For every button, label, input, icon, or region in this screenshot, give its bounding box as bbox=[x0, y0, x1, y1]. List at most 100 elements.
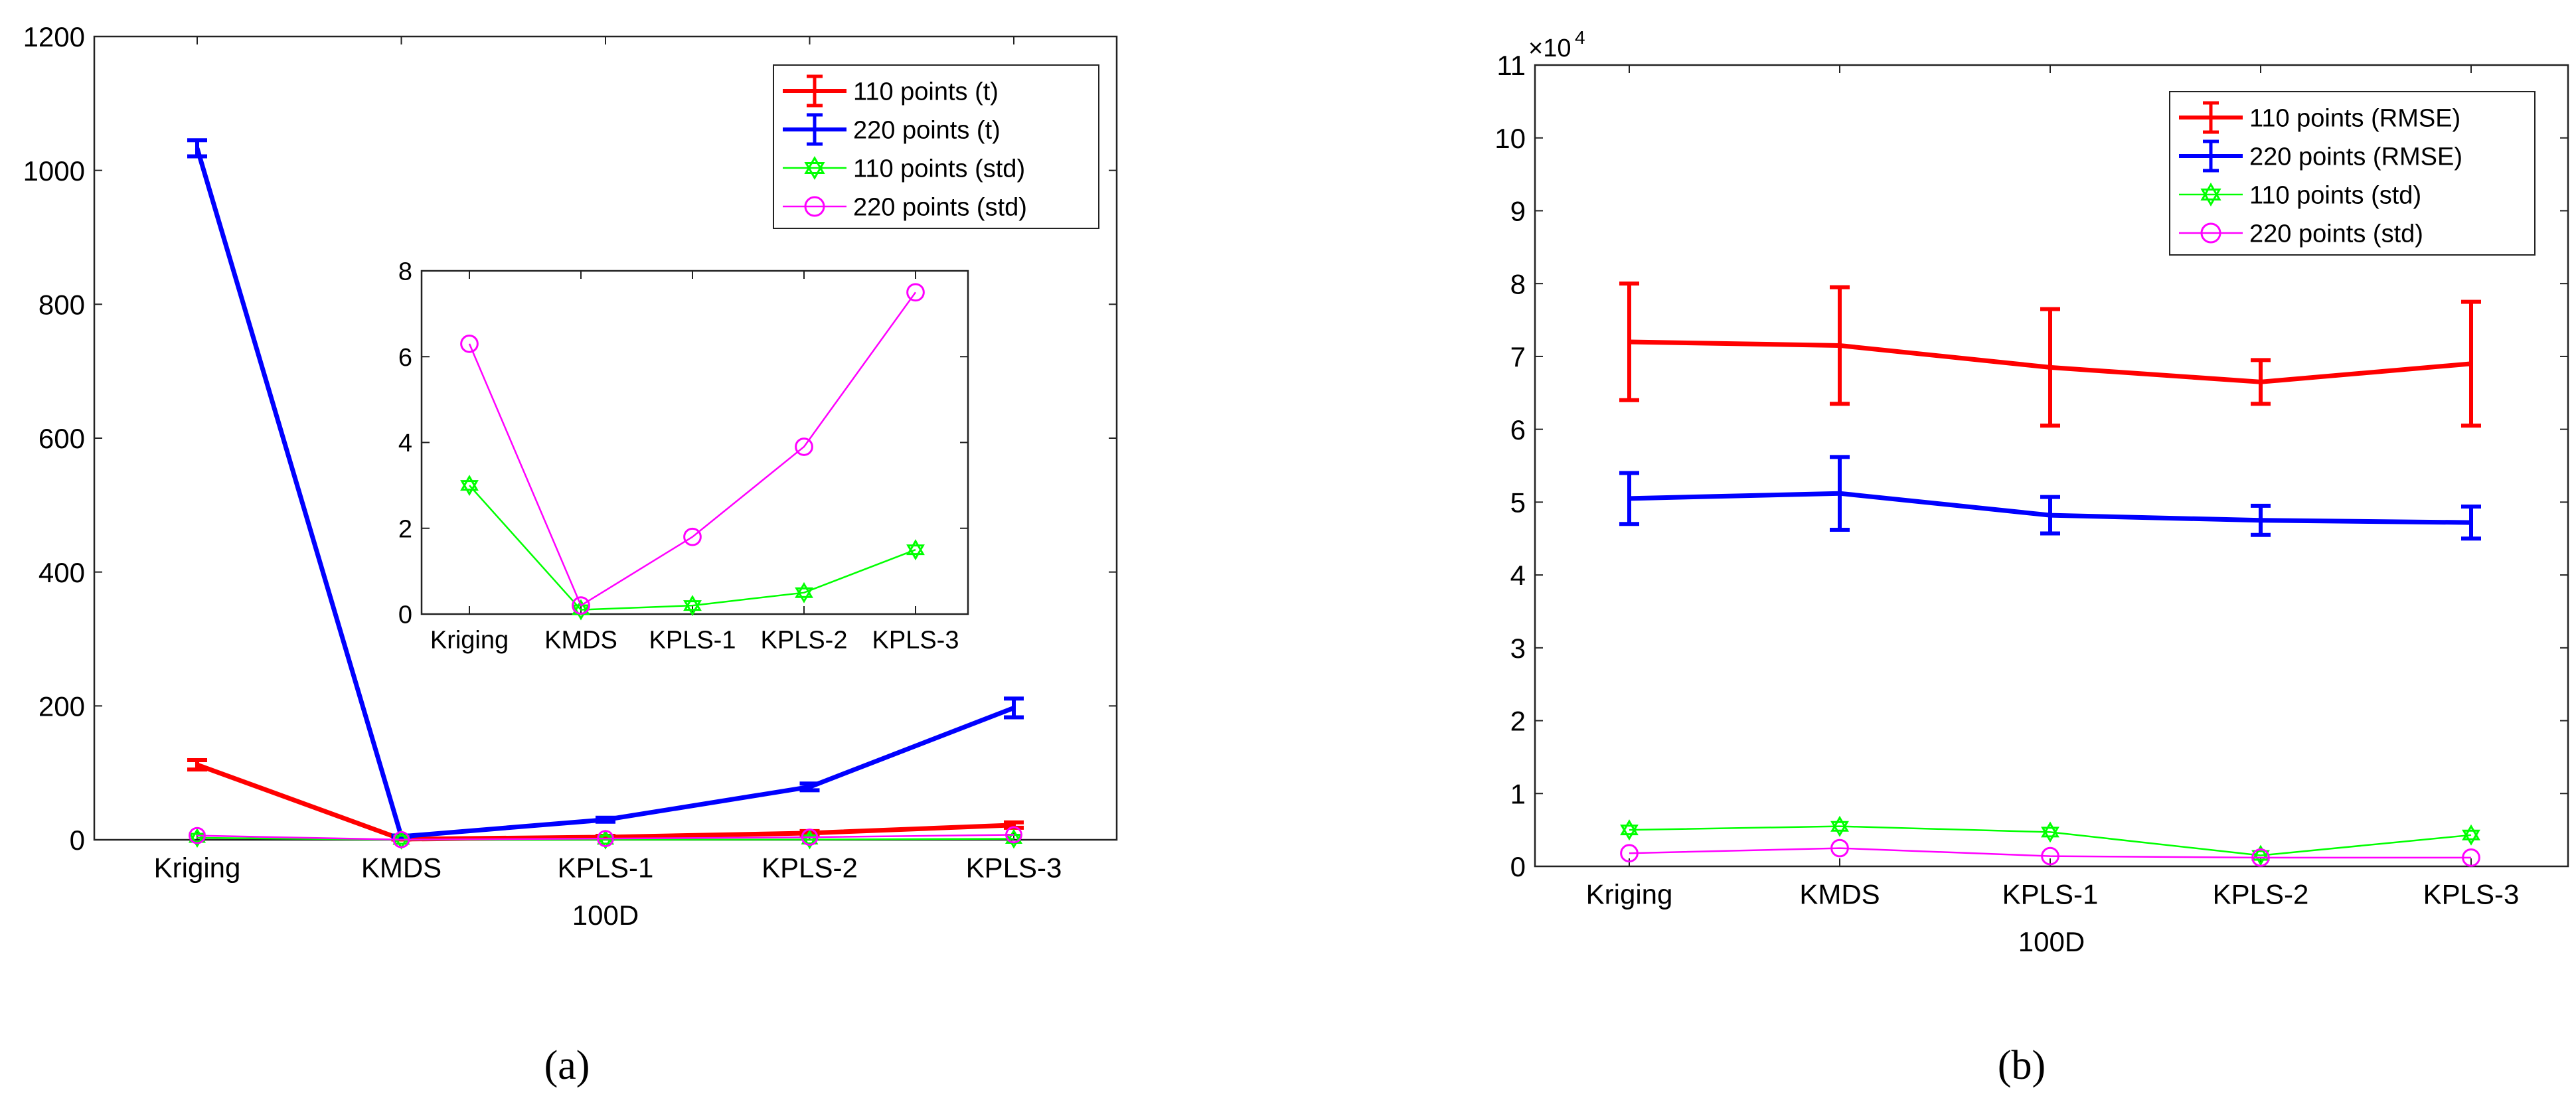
legend-marker-hexagram bbox=[804, 156, 825, 180]
x-tick-label: KPLS-2 bbox=[2213, 879, 2309, 910]
x-tick-label: KPLS-3 bbox=[872, 626, 959, 654]
data-point-circle bbox=[597, 830, 614, 848]
series-line bbox=[1629, 847, 2471, 859]
data-point-circle bbox=[683, 527, 702, 546]
hexagram-down-triangle bbox=[683, 600, 702, 617]
data-point-hexagram bbox=[392, 829, 410, 850]
y-tick-label: 1200 bbox=[23, 21, 85, 52]
hexagram-down-triangle bbox=[392, 834, 410, 850]
data-point-circle bbox=[906, 283, 925, 302]
data-point-hexagram bbox=[906, 539, 925, 561]
legend-label: 220 points (RMSE) bbox=[2249, 143, 2462, 171]
y-tick-label: 600 bbox=[39, 423, 85, 454]
data-point-circle bbox=[189, 827, 206, 844]
series-220-points-std- bbox=[189, 826, 1022, 848]
y-tick-label: 3 bbox=[1510, 633, 1526, 664]
y-tick-label: 800 bbox=[39, 289, 85, 320]
series-line bbox=[1629, 825, 2472, 856]
x-tick-label: KPLS-1 bbox=[649, 626, 736, 654]
y-tick-label: 5 bbox=[1510, 487, 1526, 518]
y-tick-label: 4 bbox=[398, 430, 412, 457]
hexagram-up-triangle bbox=[906, 539, 925, 556]
hexagram-up-triangle bbox=[2251, 844, 2270, 861]
x-tick-label: KMDS bbox=[1799, 879, 1880, 910]
y-tick-label: 0 bbox=[398, 601, 412, 629]
hexagram-up-triangle bbox=[795, 582, 813, 598]
series-220-points-rmse- bbox=[1619, 455, 2481, 541]
legend-label: 220 points (t) bbox=[853, 117, 1001, 145]
hexagram-up-triangle bbox=[2041, 821, 2059, 838]
x-tick-label: KMDS bbox=[544, 626, 617, 654]
hexagram-up-triangle bbox=[2462, 824, 2480, 840]
data-point-circle bbox=[1005, 826, 1022, 844]
data-point-circle bbox=[460, 335, 479, 353]
data-point-hexagram bbox=[2041, 821, 2059, 843]
x-tick-label: Kriging bbox=[1586, 879, 1673, 910]
legend-label: 220 points (std) bbox=[2249, 220, 2423, 248]
series-110-points-rmse- bbox=[1619, 281, 2481, 428]
hexagram-down-triangle bbox=[906, 544, 925, 561]
y-tick-label: 400 bbox=[39, 557, 85, 588]
data-point-hexagram bbox=[597, 829, 614, 850]
legend-marker-circle bbox=[2200, 222, 2221, 244]
hexagram-down-triangle bbox=[2462, 829, 2480, 846]
data-point-circle bbox=[1620, 844, 1639, 863]
x-axis-title: 100D bbox=[2018, 926, 2085, 957]
series-220-points-std- bbox=[1620, 838, 2480, 867]
legend-label: 110 points (t) bbox=[853, 78, 999, 106]
y-tick-label: 11 bbox=[1496, 50, 1526, 81]
hexagram-up-triangle bbox=[392, 829, 410, 845]
legend: 110 points (RMSE) 220 points (RMSE) 110 po… bbox=[2169, 91, 2536, 256]
data-point-hexagram bbox=[1830, 815, 1849, 837]
hexagram-down-triangle bbox=[1830, 821, 1849, 837]
data-point-circle bbox=[392, 831, 410, 848]
y-tick-label: 0 bbox=[1510, 851, 1526, 882]
legend-label: 110 points (RMSE) bbox=[2249, 105, 2460, 133]
data-point-circle bbox=[2041, 846, 2059, 866]
legend-label: 110 points (std) bbox=[2249, 182, 2421, 210]
hexagram-up-triangle bbox=[2200, 183, 2221, 200]
chart-a: 0 200 400 600 800 1000 1200 Kriging KMDS KPLS-1 KP… bbox=[23, 21, 1118, 931]
x-axis-title: 100D bbox=[572, 900, 639, 931]
data-point-circle bbox=[2251, 848, 2270, 867]
y-tick-label: 9 bbox=[1510, 196, 1526, 227]
hexagram-down-triangle bbox=[801, 834, 819, 850]
y-tick-label: 2 bbox=[1510, 706, 1526, 737]
chart-b: 0 1 2 3 4 5 6 7 8 9 10 11 Kriging KMDS KPLS-1 KPLS-2 KPL… bbox=[1494, 27, 2569, 957]
y-tick-label: 200 bbox=[39, 690, 85, 722]
y-tick-label: 0 bbox=[70, 825, 85, 856]
legend-label: 220 points (std) bbox=[853, 194, 1027, 222]
legend-marker-circle bbox=[804, 196, 825, 217]
data-point-circle bbox=[572, 596, 590, 615]
hexagram-down-triangle bbox=[804, 162, 825, 180]
data-point-hexagram bbox=[683, 595, 702, 617]
legend-label: 110 points (std) bbox=[853, 155, 1025, 183]
legend-marker-hexagram bbox=[2200, 183, 2221, 206]
hexagram-up-triangle bbox=[460, 475, 479, 491]
hexagram-up-triangle bbox=[597, 829, 614, 845]
x-tick-label: Kriging bbox=[430, 626, 509, 654]
y-tick-label: 1000 bbox=[23, 155, 85, 187]
hexagram-down-triangle bbox=[597, 834, 614, 850]
exponent-base: ×10 bbox=[1528, 35, 1571, 62]
y-tick-label: 10 bbox=[1494, 123, 1526, 154]
hexagram-down-triangle bbox=[2200, 189, 2221, 206]
legend: 110 points (t) 220 points (t) 110 points (… bbox=[773, 64, 1099, 229]
data-point-circle bbox=[795, 437, 813, 456]
series-line bbox=[468, 291, 917, 607]
x-tick-label: KPLS-3 bbox=[2423, 879, 2520, 910]
hexagram-down-triangle bbox=[460, 480, 479, 497]
caption-a: (a) bbox=[544, 1043, 590, 1088]
series-110-points-std- bbox=[460, 475, 925, 621]
series-line bbox=[197, 834, 1014, 841]
series-220-points-std- bbox=[460, 283, 925, 615]
series-line bbox=[469, 485, 916, 611]
y-tick-label: 6 bbox=[1510, 414, 1526, 445]
hexagram-up-triangle bbox=[1830, 815, 1849, 832]
x-tick-label: Kriging bbox=[154, 852, 241, 884]
plot-frame bbox=[420, 270, 969, 615]
y-tick-label: 4 bbox=[1510, 560, 1526, 591]
hexagram-up-triangle bbox=[1620, 819, 1639, 836]
hexagram-down-triangle bbox=[189, 832, 206, 848]
